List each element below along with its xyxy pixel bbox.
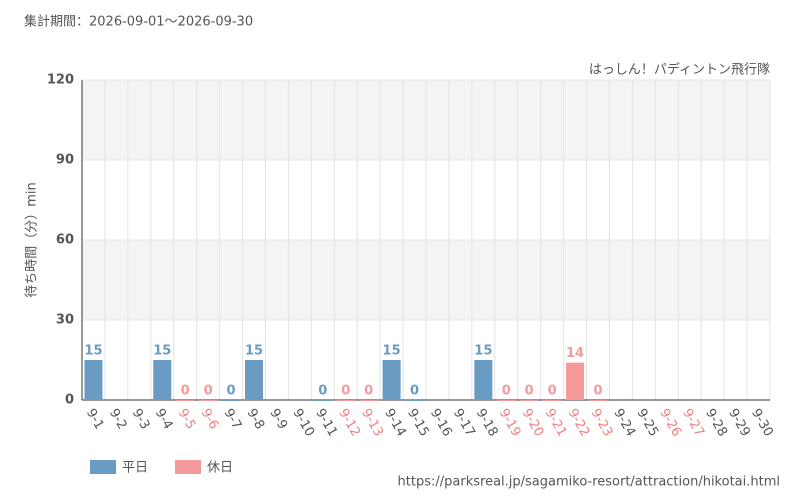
x-tick-label: 9-8: [244, 406, 268, 432]
x-tick-label: 9-11: [312, 406, 340, 439]
x-tick-label: 9-16: [427, 406, 455, 439]
value-label: 0: [364, 384, 373, 399]
x-tick-label: 9-24: [610, 406, 638, 439]
x-tick-label: 9-23: [588, 406, 616, 439]
x-tick-label: 9-19: [496, 406, 524, 439]
x-tick-label: 9-25: [633, 406, 661, 439]
value-label: 0: [204, 384, 213, 399]
chart-subtitle: はっしん！パディントン飛行隊: [589, 62, 770, 78]
bar: [474, 360, 493, 400]
bar: [336, 400, 355, 401]
y-tick-label: 120: [47, 73, 74, 88]
bar: [313, 400, 332, 401]
value-label: 15: [383, 344, 401, 359]
value-label: 0: [502, 384, 511, 399]
legend-swatch: [90, 460, 116, 474]
x-tick-label: 9-13: [358, 406, 386, 439]
bar: [359, 400, 378, 401]
bar: [497, 400, 516, 401]
bar: [222, 400, 241, 401]
x-tick-label: 9-3: [129, 406, 153, 432]
bar: [566, 362, 585, 400]
value-label: 0: [181, 384, 190, 399]
bar: [245, 360, 263, 400]
bar: [520, 400, 539, 401]
value-label: 0: [318, 384, 327, 399]
value-label: 0: [410, 384, 419, 399]
x-tick-label: 9-28: [702, 406, 730, 439]
y-axis-label: 待ち時間（分）min: [25, 182, 40, 298]
x-tick-label: 9-18: [473, 406, 501, 439]
value-label: 0: [341, 384, 350, 399]
x-tick-label: 9-12: [335, 406, 363, 439]
bar: [405, 400, 424, 401]
value-label: 0: [593, 384, 602, 399]
value-label: 0: [548, 384, 557, 399]
bar: [199, 400, 218, 401]
value-label: 15: [84, 344, 102, 359]
x-tick-label: 9-30: [748, 406, 776, 439]
bar: [589, 400, 607, 401]
x-tick-label: 9-1: [83, 406, 107, 432]
x-tick-label: 9-6: [198, 406, 222, 432]
x-tick-label: 9-9: [266, 406, 290, 432]
bar: [153, 360, 172, 400]
x-tick-label: 9-14: [381, 406, 409, 439]
bar: [176, 400, 195, 401]
x-tick-label: 9-17: [450, 406, 478, 439]
legend-label: 平日: [122, 461, 148, 476]
y-tick-label: 0: [65, 393, 74, 408]
x-tick-label: 9-21: [542, 406, 570, 439]
value-label: 15: [474, 344, 492, 359]
x-tick-label: 9-5: [175, 406, 199, 432]
bar: [84, 360, 103, 400]
value-label: 0: [525, 384, 534, 399]
x-tick-label: 9-15: [404, 406, 432, 439]
y-tick-label: 30: [56, 313, 74, 328]
value-label: 0: [227, 384, 236, 399]
bar: [543, 400, 562, 401]
x-tick-label: 9-2: [106, 406, 130, 432]
x-tick-label: 9-27: [679, 406, 707, 439]
x-tick-label: 9-10: [289, 406, 317, 439]
x-tick-label: 9-20: [519, 406, 547, 439]
x-tick-label: 9-26: [656, 406, 684, 439]
value-label: 14: [566, 346, 584, 361]
value-label: 15: [153, 344, 171, 359]
source-url: https://parksreal.jp/sagamiko-resort/att…: [398, 475, 780, 490]
bar: [382, 360, 401, 400]
legend-label: 休日: [207, 461, 233, 476]
legend-swatch: [175, 460, 201, 474]
y-tick-label: 90: [56, 153, 74, 168]
value-label: 15: [245, 344, 263, 359]
x-tick-label: 9-22: [565, 406, 593, 439]
y-tick-label: 60: [56, 233, 74, 248]
x-tick-label: 9-4: [152, 406, 176, 432]
x-tick-label: 9-29: [725, 406, 753, 439]
chart-title: 集計期間：2026-09-01～2026-09-30: [24, 14, 253, 30]
x-tick-label: 9-7: [221, 406, 245, 432]
